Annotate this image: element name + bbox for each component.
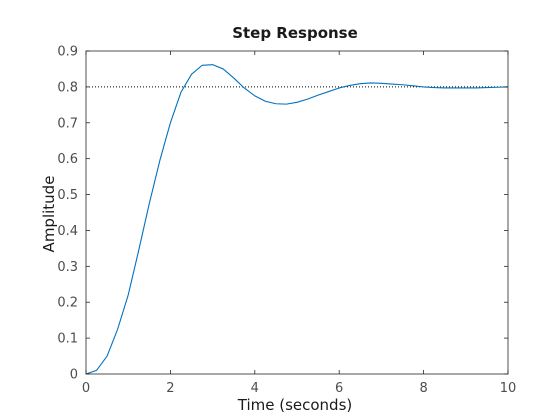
- y-tick-label: 0: [70, 368, 78, 383]
- x-tick-label: 8: [419, 381, 427, 396]
- x-tick-label: 2: [166, 381, 174, 396]
- x-axis-label: Time (seconds): [237, 396, 353, 414]
- y-tick-label: 0.8: [57, 80, 78, 95]
- y-tick-label: 0.7: [57, 116, 78, 131]
- y-axis-label: Amplitude: [40, 176, 58, 253]
- x-tick-label: 0: [82, 381, 90, 396]
- y-tick-label: 0.2: [57, 296, 78, 311]
- y-tick-label: 0.4: [57, 224, 78, 239]
- x-tick-label: 4: [251, 381, 259, 396]
- y-tick-label: 0.6: [57, 152, 78, 167]
- y-tick-label: 0.9: [57, 45, 78, 60]
- chart-title: Step Response: [232, 24, 358, 42]
- axes-box: [85, 50, 509, 375]
- plot-area: 0 2 4 6 8 10 0 0.1 0.2 0.3 0.4 0.5 0.6 0.7 0.8 0.9: [57, 45, 516, 397]
- x-tick-label: 6: [335, 381, 343, 396]
- y-tick-label: 0.1: [57, 332, 78, 347]
- y-tick-label: 0.5: [57, 188, 78, 203]
- y-tick-label: 0.3: [57, 260, 78, 275]
- x-tick-label: 10: [500, 381, 517, 396]
- step-response-line: [85, 64, 509, 375]
